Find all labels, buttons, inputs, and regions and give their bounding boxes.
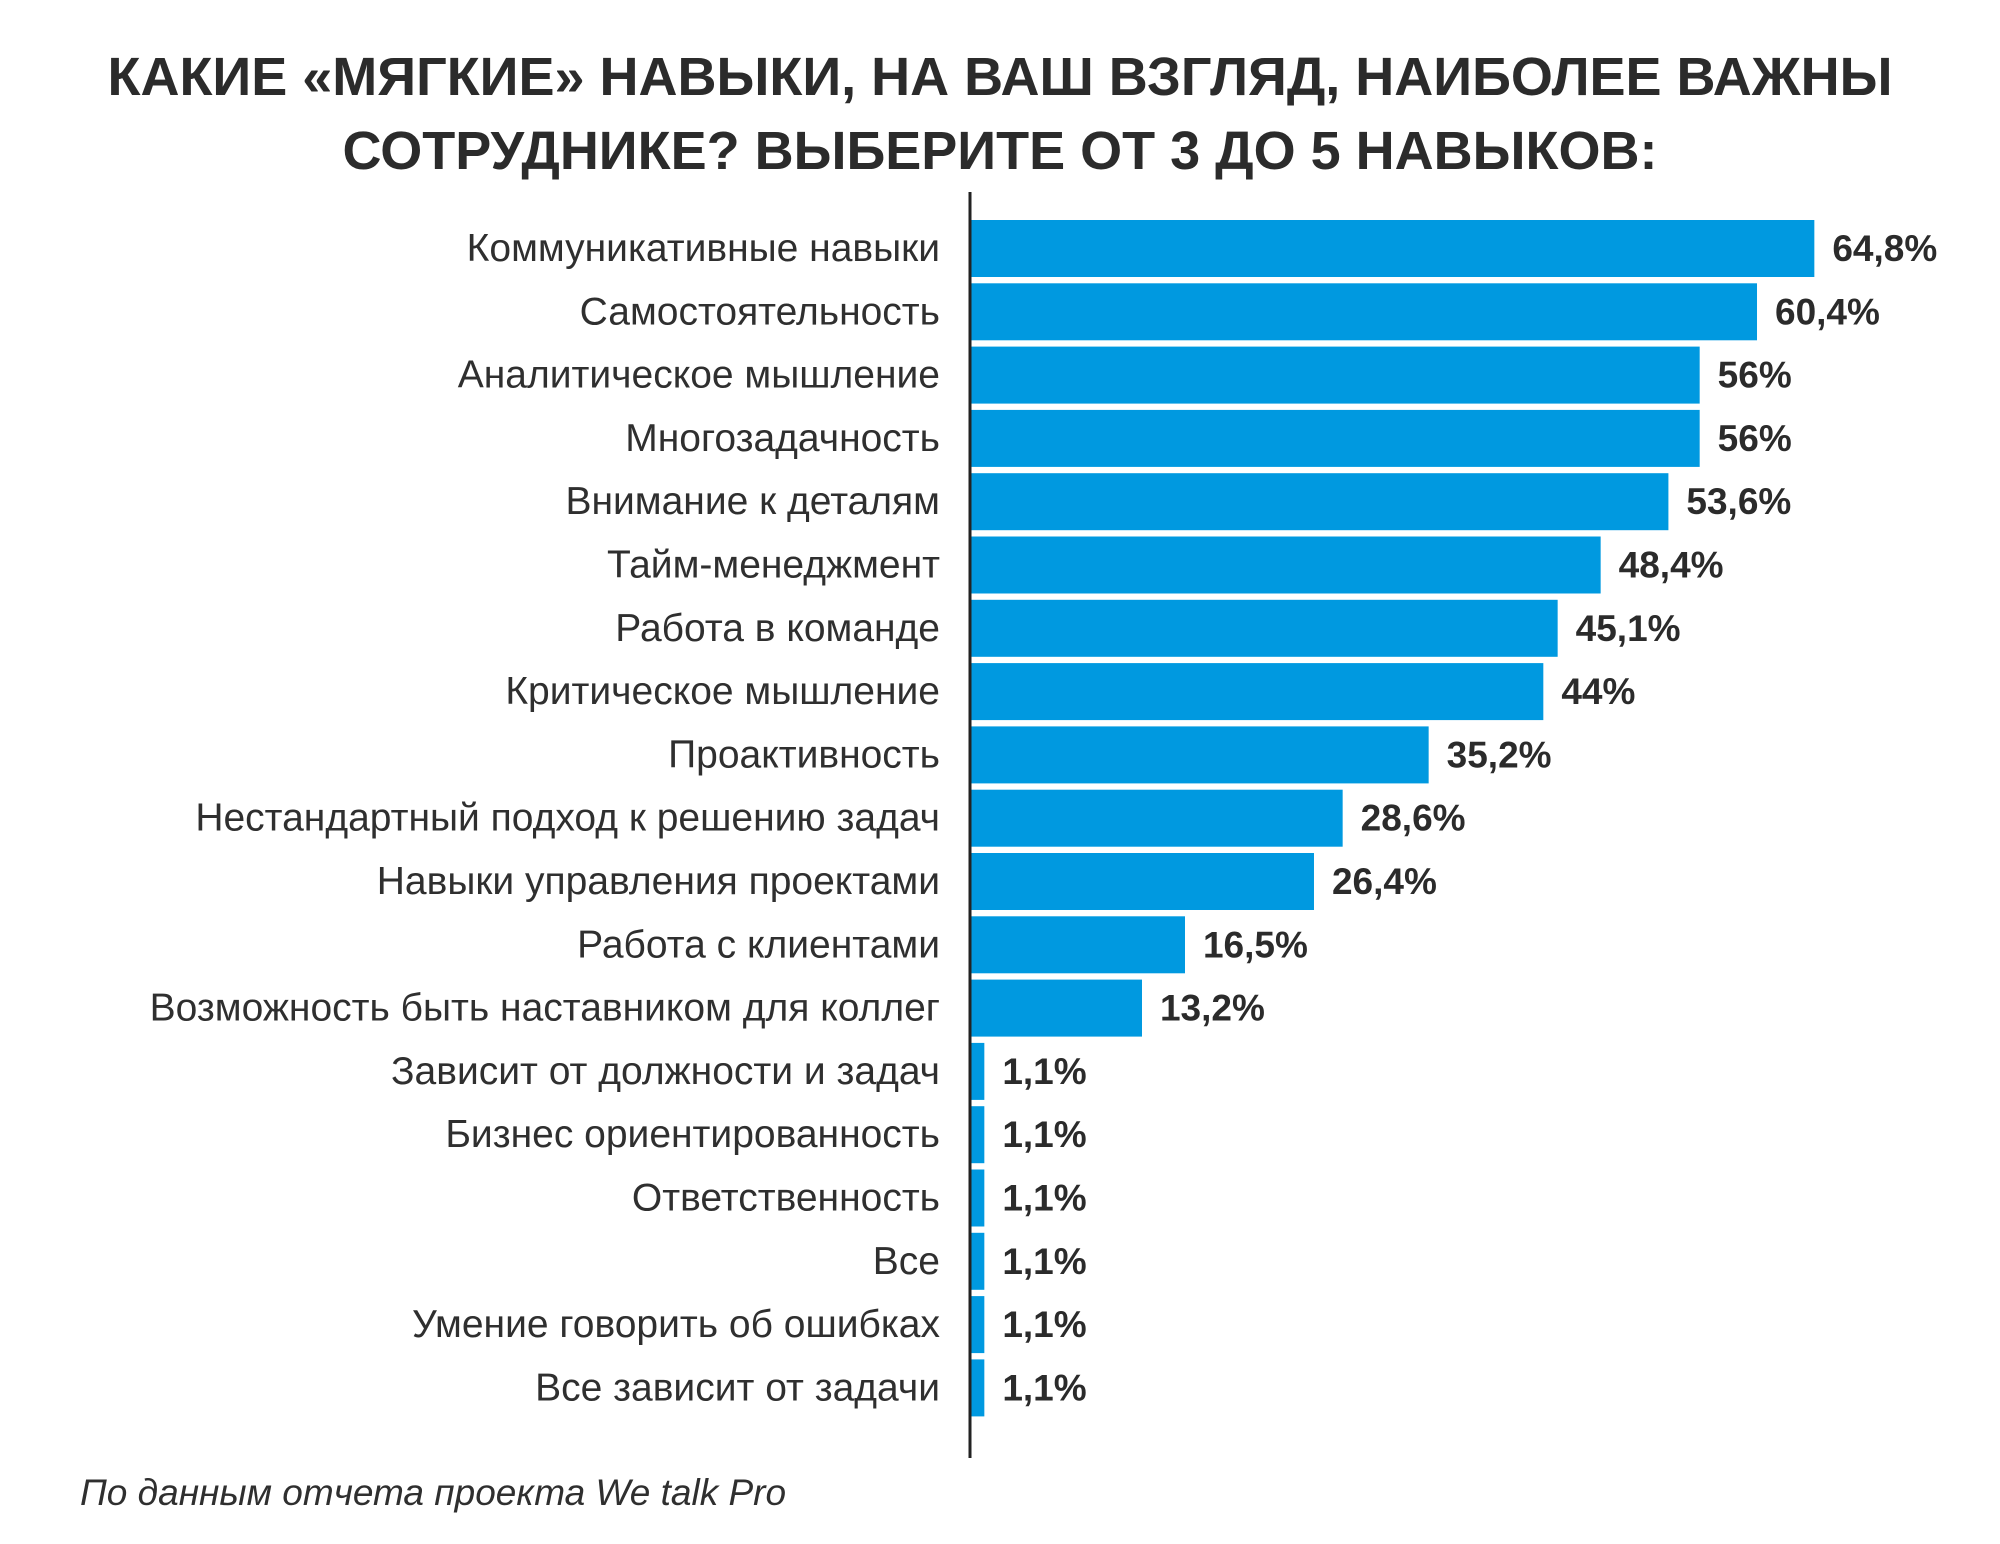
- bar-12: [970, 979, 1142, 1037]
- bar-1: [970, 283, 1758, 341]
- value-label-17: 1,1%: [1002, 1304, 1086, 1345]
- category-label-10: Навыки управления проектами: [377, 860, 940, 903]
- category-label-7: Критическое мышление: [505, 670, 940, 713]
- value-label-12: 13,2%: [1160, 988, 1265, 1029]
- bar-10: [970, 853, 1314, 910]
- value-label-9: 28,6%: [1361, 798, 1466, 839]
- category-label-16: Все: [873, 1240, 940, 1283]
- value-label-18: 1,1%: [1002, 1367, 1086, 1408]
- value-label-2: 56%: [1718, 355, 1792, 396]
- value-label-13: 1,1%: [1002, 1051, 1086, 1092]
- bar-13: [970, 1042, 985, 1100]
- category-label-14: Бизнес ориентированность: [445, 1113, 940, 1156]
- category-label-12: Возможность быть наставником для коллег: [150, 987, 940, 1030]
- value-label-6: 45,1%: [1576, 608, 1681, 649]
- value-label-15: 1,1%: [1002, 1178, 1086, 1219]
- bar-2: [970, 346, 1700, 404]
- value-label-16: 1,1%: [1002, 1241, 1086, 1282]
- category-label-0: Коммуникативные навыки: [467, 227, 940, 270]
- bar-5: [970, 536, 1601, 594]
- bar-3: [970, 409, 1700, 467]
- bar-4: [970, 473, 1669, 531]
- source-note: По данным отчета проекта We talk Pro: [80, 1472, 787, 1513]
- chart-title-line-1: КАКИЕ «МЯГКИЕ» НАВЫКИ, НА ВАШ ВЗГЛЯД, НА…: [107, 47, 1893, 107]
- category-label-9: Нестандартный подход к решению задач: [195, 797, 940, 840]
- value-label-7: 44%: [1561, 671, 1635, 712]
- value-label-0: 64,8%: [1832, 228, 1937, 269]
- category-label-3: Многозадачность: [625, 417, 940, 460]
- category-label-4: Внимание к деталям: [565, 480, 940, 523]
- chart-title: КАКИЕ «МЯГКИЕ» НАВЫКИ, НА ВАШ ВЗГЛЯД, НА…: [0, 40, 2000, 188]
- bar-16: [970, 1232, 985, 1290]
- value-label-5: 48,4%: [1619, 545, 1724, 586]
- bar-9: [970, 789, 1343, 847]
- value-label-4: 53,6%: [1686, 481, 1791, 522]
- bar-0: [970, 220, 1815, 277]
- bar-14: [970, 1106, 985, 1164]
- bar-15: [970, 1169, 985, 1227]
- category-label-15: Ответственность: [632, 1177, 940, 1220]
- value-label-1: 60,4%: [1775, 291, 1880, 332]
- value-label-14: 1,1%: [1002, 1114, 1086, 1155]
- value-label-3: 56%: [1718, 418, 1792, 459]
- category-label-13: Зависит от должности и задач: [391, 1050, 940, 1093]
- category-label-11: Работа с клиентами: [577, 923, 940, 966]
- category-label-8: Проактивность: [668, 733, 940, 776]
- bars-group: [970, 220, 1815, 1417]
- value-label-8: 35,2%: [1447, 734, 1552, 775]
- bar-6: [970, 599, 1558, 657]
- value-label-11: 16,5%: [1203, 924, 1308, 965]
- bar-11: [970, 916, 1185, 974]
- category-label-1: Самостоятельность: [580, 290, 940, 333]
- bar-7: [970, 663, 1544, 721]
- bar-8: [970, 726, 1429, 784]
- category-label-6: Работа в команде: [615, 607, 940, 650]
- category-label-5: Тайм-менеджмент: [607, 544, 940, 587]
- chart-title-line-2: СОТРУДНИКЕ? ВЫБЕРИТЕ ОТ 3 ДО 5 НАВЫКОВ:: [342, 121, 1658, 181]
- value-labels: 64,8% 60,4% 56% 56% 53,6% 48,4% 45,1% 44%35,2% 2…: [1002, 228, 1937, 1408]
- bar-17: [970, 1296, 985, 1354]
- category-label-2: Аналитическое мышление: [458, 354, 940, 397]
- category-label-18: Все зависит от задачи: [535, 1366, 940, 1409]
- value-label-10: 26,4%: [1332, 861, 1437, 902]
- category-labels: Коммуникативные навыки Самостоятельность А…: [150, 227, 941, 1409]
- category-label-17: Умение говорить об ошибках: [412, 1303, 940, 1346]
- bar-18: [970, 1359, 985, 1417]
